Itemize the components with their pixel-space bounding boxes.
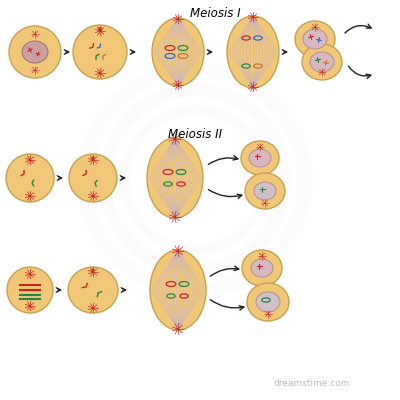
Ellipse shape bbox=[249, 149, 271, 167]
Ellipse shape bbox=[69, 154, 117, 202]
Ellipse shape bbox=[245, 173, 285, 209]
Text: Meiosis II: Meiosis II bbox=[168, 128, 222, 141]
Ellipse shape bbox=[22, 41, 48, 63]
Ellipse shape bbox=[7, 267, 53, 313]
Ellipse shape bbox=[251, 259, 273, 277]
Ellipse shape bbox=[6, 154, 54, 202]
Ellipse shape bbox=[303, 29, 327, 49]
Ellipse shape bbox=[295, 21, 335, 57]
Ellipse shape bbox=[68, 267, 118, 313]
Ellipse shape bbox=[152, 18, 204, 86]
Text: Meiosis I: Meiosis I bbox=[190, 7, 240, 20]
Ellipse shape bbox=[302, 44, 342, 80]
Ellipse shape bbox=[256, 292, 280, 312]
Text: dreamstime.com: dreamstime.com bbox=[274, 379, 350, 388]
Ellipse shape bbox=[9, 26, 61, 78]
Ellipse shape bbox=[147, 138, 203, 218]
Ellipse shape bbox=[241, 141, 279, 175]
Ellipse shape bbox=[73, 25, 127, 79]
Ellipse shape bbox=[227, 16, 279, 88]
Ellipse shape bbox=[247, 283, 289, 321]
Ellipse shape bbox=[150, 250, 206, 330]
Ellipse shape bbox=[242, 250, 282, 286]
Ellipse shape bbox=[310, 52, 334, 72]
Ellipse shape bbox=[254, 182, 276, 200]
